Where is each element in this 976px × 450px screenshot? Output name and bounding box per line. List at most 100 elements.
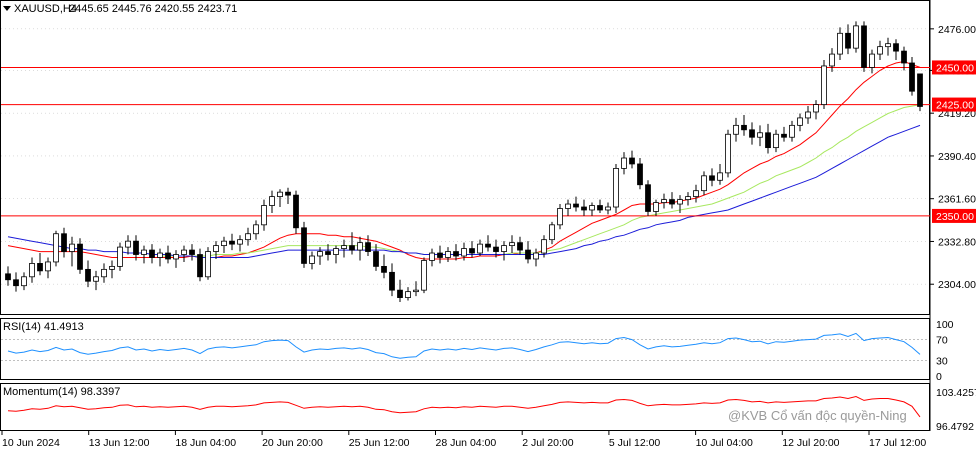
candle-body [261,205,267,226]
candle-body [709,175,715,181]
candle-body [549,224,555,241]
candle [541,235,547,258]
candle-body [493,246,499,252]
candle [285,187,291,205]
candlesticks [5,21,923,303]
candle [781,126,787,142]
momentum-line [7,395,921,418]
candle-body [229,240,235,245]
level-price-tag [932,97,976,112]
candle [421,257,427,294]
candle [37,253,43,276]
candle-body [573,203,579,208]
candle-body [165,252,171,260]
rsi-label: RSI(14) 41.4913 [3,321,84,333]
candle-body [349,245,355,251]
candle [317,247,323,265]
candle-body [605,206,611,211]
candle [61,227,67,258]
candle-body [189,249,195,255]
level-price-tag [932,60,976,75]
candle-body [765,132,771,149]
candle-body [341,245,347,249]
time-tick-label: 13 Jun 12:00 [89,437,150,449]
candle [533,248,539,267]
candle [573,196,579,212]
candle-body [125,240,131,248]
candle-body [133,240,139,255]
ma-blue-line [7,124,921,258]
symbol-label: XAUUSD,H4 [14,3,77,15]
moving-averages [7,60,921,260]
candle [477,239,483,257]
candle-body [813,104,819,113]
candle [333,245,339,264]
candle [717,163,723,185]
candle [565,199,571,216]
candle [221,236,227,254]
candle-body [461,248,467,257]
candle [325,244,331,261]
candle [645,180,651,216]
candle [549,221,555,245]
candle [525,241,531,264]
candle [101,263,107,283]
rsi-line [7,332,921,359]
candle-body [45,261,51,272]
candle [589,202,595,216]
candle [629,150,635,169]
candle-body [61,233,67,252]
candle-body [501,245,507,252]
candle [261,199,267,231]
candle-body [453,251,459,257]
candle [437,245,443,264]
candle [653,199,659,216]
momentum-tick-label: 96.4792 [936,421,974,433]
candle-body [845,32,851,49]
candle-body [5,273,11,281]
candle-body [893,43,899,52]
candle [789,120,795,142]
level-price-label: 2450.00 [936,62,974,74]
candle [709,168,715,187]
candle [597,199,603,213]
candle [885,37,891,56]
time-tick-label: 18 Jun 04:00 [175,437,236,449]
candle [269,190,275,213]
candle [829,48,835,72]
candle-body [293,194,299,229]
price-tick-label: 2332.80 [938,236,976,248]
candle-body [781,133,787,138]
momentum-tick-label: 103.4257 [936,387,976,399]
candle-body [37,263,43,272]
candle [117,242,123,271]
candle-body [749,129,755,138]
candle [309,251,315,270]
candle-body [29,263,35,278]
candle-body [325,251,331,255]
candle-body [181,249,187,255]
candle-body [693,190,699,198]
price-tick-label: 2361.60 [938,194,976,206]
candle [341,239,347,258]
candle-body [829,53,835,67]
candle-body [525,249,531,260]
candle [253,220,259,240]
candle-body [877,46,883,55]
collapse-triangle-icon[interactable] [3,6,11,11]
candle-body [917,73,923,107]
candle-body [357,242,363,251]
price-gridlines [1,28,929,285]
candle-body [789,124,795,138]
candle [5,266,11,286]
candle [877,40,883,61]
candle-body [733,124,739,135]
candle-body [245,233,251,241]
candle [141,245,147,264]
candle [509,235,515,254]
candle [125,235,131,255]
candle [109,260,115,279]
candle-body [85,268,91,282]
candle-body [389,271,395,291]
candle [581,199,587,216]
